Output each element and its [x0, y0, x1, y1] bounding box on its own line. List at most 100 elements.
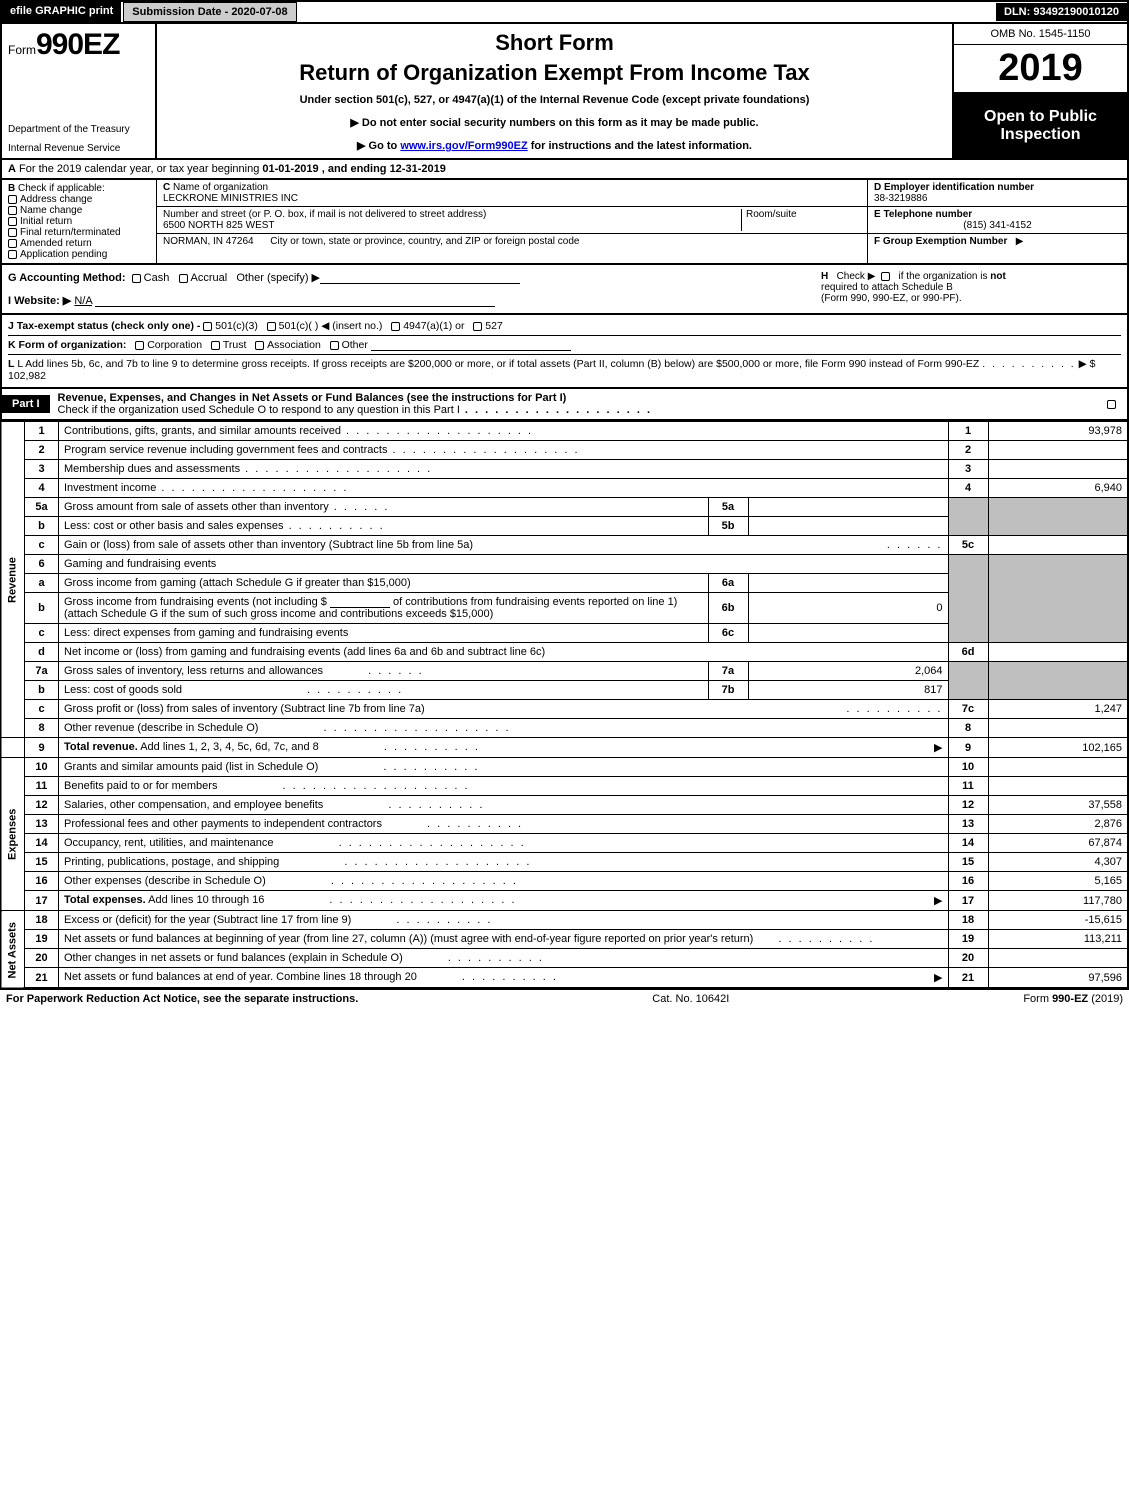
- h-label: H: [821, 271, 828, 282]
- r4-desc-text: Investment income: [64, 482, 156, 494]
- r7a-desc: Gross sales of inventory, less returns a…: [59, 662, 709, 681]
- opt-final-return: Final return/terminated: [20, 227, 121, 238]
- r14-desc: Occupancy, rent, utilities, and maintena…: [59, 834, 949, 853]
- opt-other: Other (specify) ▶: [236, 272, 320, 284]
- chk-501c3[interactable]: [203, 322, 212, 331]
- r7c-rval: 1,247: [988, 700, 1128, 719]
- r3-rnum: 3: [948, 460, 988, 479]
- return-title: Return of Organization Exempt From Incom…: [167, 60, 942, 86]
- r15-desc: Printing, publications, postage, and shi…: [59, 853, 949, 872]
- chk-other-org[interactable]: [330, 341, 339, 350]
- r3-num: 3: [25, 460, 59, 479]
- r5a-desc: Gross amount from sale of assets other t…: [59, 498, 709, 517]
- r5b-mv: [748, 517, 948, 536]
- r6-grey-val: [988, 555, 1128, 643]
- r18-rnum: 18: [948, 911, 988, 930]
- omb-number: OMB No. 1545-1150: [954, 24, 1127, 45]
- row-12: 12 Salaries, other compensation, and emp…: [1, 796, 1128, 815]
- under-section: Under section 501(c), 527, or 4947(a)(1)…: [167, 94, 942, 106]
- row-6d: d Net income or (loss) from gaming and f…: [1, 643, 1128, 662]
- other-org-underline[interactable]: [371, 340, 571, 351]
- r7c-rnum: 7c: [948, 700, 988, 719]
- r5b-desc-text: Less: cost or other basis and sales expe…: [64, 520, 284, 532]
- r5ab-grey-val: [988, 498, 1128, 536]
- r6b-mn: 6b: [708, 593, 748, 624]
- r20-desc-text: Other changes in net assets or fund bala…: [64, 952, 403, 964]
- r10-desc: Grants and similar amounts paid (list in…: [59, 758, 949, 777]
- row-5c: c Gain or (loss) from sale of assets oth…: [1, 536, 1128, 555]
- line-a: A For the 2019 calendar year, or tax yea…: [0, 160, 1129, 180]
- r7b-desc: Less: cost of goods sold: [59, 681, 709, 700]
- chk-schedule-b[interactable]: [881, 272, 890, 281]
- goto-link[interactable]: www.irs.gov/Form990EZ: [400, 140, 527, 152]
- r6a-desc: Gross income from gaming (attach Schedul…: [59, 574, 709, 593]
- group-exemption-label: F Group Exemption Number: [874, 236, 1007, 247]
- chk-cash[interactable]: [132, 274, 141, 283]
- chk-initial-return[interactable]: [8, 217, 17, 226]
- r5a-mn: 5a: [708, 498, 748, 517]
- r6c-mn: 6c: [708, 624, 748, 643]
- r12-rval: 37,558: [988, 796, 1128, 815]
- j-4947: 4947(a)(1) or: [403, 320, 464, 332]
- goto-pre: Go to: [369, 140, 401, 152]
- r20-rnum: 20: [948, 949, 988, 968]
- r21-desc: Net assets or fund balances at end of ye…: [59, 968, 949, 989]
- r11-rval: [988, 777, 1128, 796]
- chk-schedule-o[interactable]: [1107, 400, 1116, 409]
- g-label: G Accounting Method:: [8, 272, 126, 284]
- r6c-num: c: [25, 624, 59, 643]
- r6a-num: a: [25, 574, 59, 593]
- group-exemption-arrow: ▶: [1016, 236, 1024, 247]
- r6-num: 6: [25, 555, 59, 574]
- r5ab-grey: [948, 498, 988, 536]
- chk-4947[interactable]: [391, 322, 400, 331]
- r19-rval: 113,211: [988, 930, 1128, 949]
- r14-rnum: 14: [948, 834, 988, 853]
- part-1-title: Revenue, Expenses, and Changes in Net As…: [50, 389, 1107, 419]
- r13-rval: 2,876: [988, 815, 1128, 834]
- r6d-desc: Net income or (loss) from gaming and fun…: [59, 643, 949, 662]
- chk-accrual[interactable]: [179, 274, 188, 283]
- chk-association[interactable]: [255, 341, 264, 350]
- chk-527[interactable]: [473, 322, 482, 331]
- r6b-desc: Gross income from fundraising events (no…: [59, 593, 709, 624]
- jkl-block: J Tax-exempt status (check only one) - 5…: [0, 315, 1129, 389]
- chk-address-change[interactable]: [8, 195, 17, 204]
- chk-final-return[interactable]: [8, 228, 17, 237]
- line-k: K Form of organization: Corporation Trus…: [8, 336, 1121, 355]
- chk-amended-return[interactable]: [8, 239, 17, 248]
- r7b-num: b: [25, 681, 59, 700]
- r6a-mv: [748, 574, 948, 593]
- efile-print-button[interactable]: efile GRAPHIC print: [2, 2, 121, 22]
- line-a-mid: , and ending: [319, 163, 390, 175]
- r7b-mv: 817: [748, 681, 948, 700]
- expenses-label: Expenses: [1, 758, 25, 911]
- r21-rnum: 21: [948, 968, 988, 989]
- city-row: NORMAN, IN 47264 City or town, state or …: [157, 234, 867, 249]
- r3-desc: Membership dues and assessments: [59, 460, 949, 479]
- r21-desc-text: Net assets or fund balances at end of ye…: [64, 971, 417, 983]
- r6b-blank[interactable]: [330, 597, 390, 608]
- r2-desc-text: Program service revenue including govern…: [64, 444, 387, 456]
- street-row: Number and street (or P. O. box, if mail…: [157, 207, 867, 234]
- other-specify-input[interactable]: [320, 273, 520, 284]
- r16-num: 16: [25, 872, 59, 891]
- submission-date-label: Submission Date - 2020-07-08: [123, 2, 296, 22]
- row-18: Net Assets 18 Excess or (deficit) for th…: [1, 911, 1128, 930]
- r17-rnum: 17: [948, 891, 988, 911]
- r6b-num: b: [25, 593, 59, 624]
- header-mid: Short Form Return of Organization Exempt…: [157, 24, 952, 158]
- revenue-label: Revenue: [1, 422, 25, 738]
- col-de: D Employer identification number 38-3219…: [867, 180, 1127, 263]
- chk-trust[interactable]: [211, 341, 220, 350]
- chk-corporation[interactable]: [135, 341, 144, 350]
- no-ssn-line: ▶ Do not enter social security numbers o…: [167, 116, 942, 129]
- r15-rnum: 15: [948, 853, 988, 872]
- chk-name-change[interactable]: [8, 206, 17, 215]
- chk-501c[interactable]: [267, 322, 276, 331]
- org-name: LECKRONE MINISTRIES INC: [163, 193, 298, 204]
- line-j: J Tax-exempt status (check only one) - 5…: [8, 318, 1121, 336]
- row-16: 16 Other expenses (describe in Schedule …: [1, 872, 1128, 891]
- r9-rval: 102,165: [988, 738, 1128, 758]
- chk-application-pending[interactable]: [8, 250, 17, 259]
